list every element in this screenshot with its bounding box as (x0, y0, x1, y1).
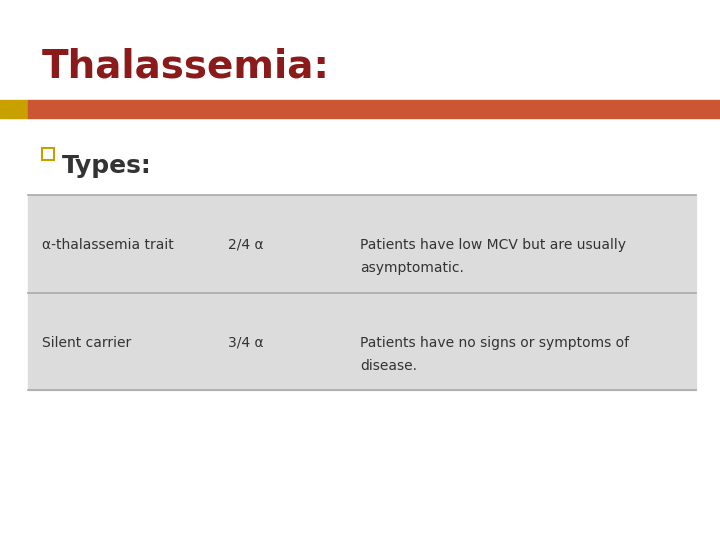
Text: 2/4 α: 2/4 α (228, 238, 264, 252)
Text: Thalassemia:: Thalassemia: (42, 48, 330, 86)
Text: α-thalassemia trait: α-thalassemia trait (42, 238, 174, 252)
Text: 3/4 α: 3/4 α (228, 336, 264, 350)
Text: Patients have no signs or symptoms of
disease.: Patients have no signs or symptoms of di… (360, 336, 629, 373)
Bar (42, 148, 54, 160)
Text: Patients have low MCV but are usually
asymptomatic.: Patients have low MCV but are usually as… (360, 238, 626, 275)
Bar (28, 100, 720, 118)
Text: Silent carrier: Silent carrier (42, 336, 131, 350)
Bar (0, 100, 28, 118)
Bar (28, 195, 696, 390)
Text: Types:: Types: (62, 154, 152, 178)
